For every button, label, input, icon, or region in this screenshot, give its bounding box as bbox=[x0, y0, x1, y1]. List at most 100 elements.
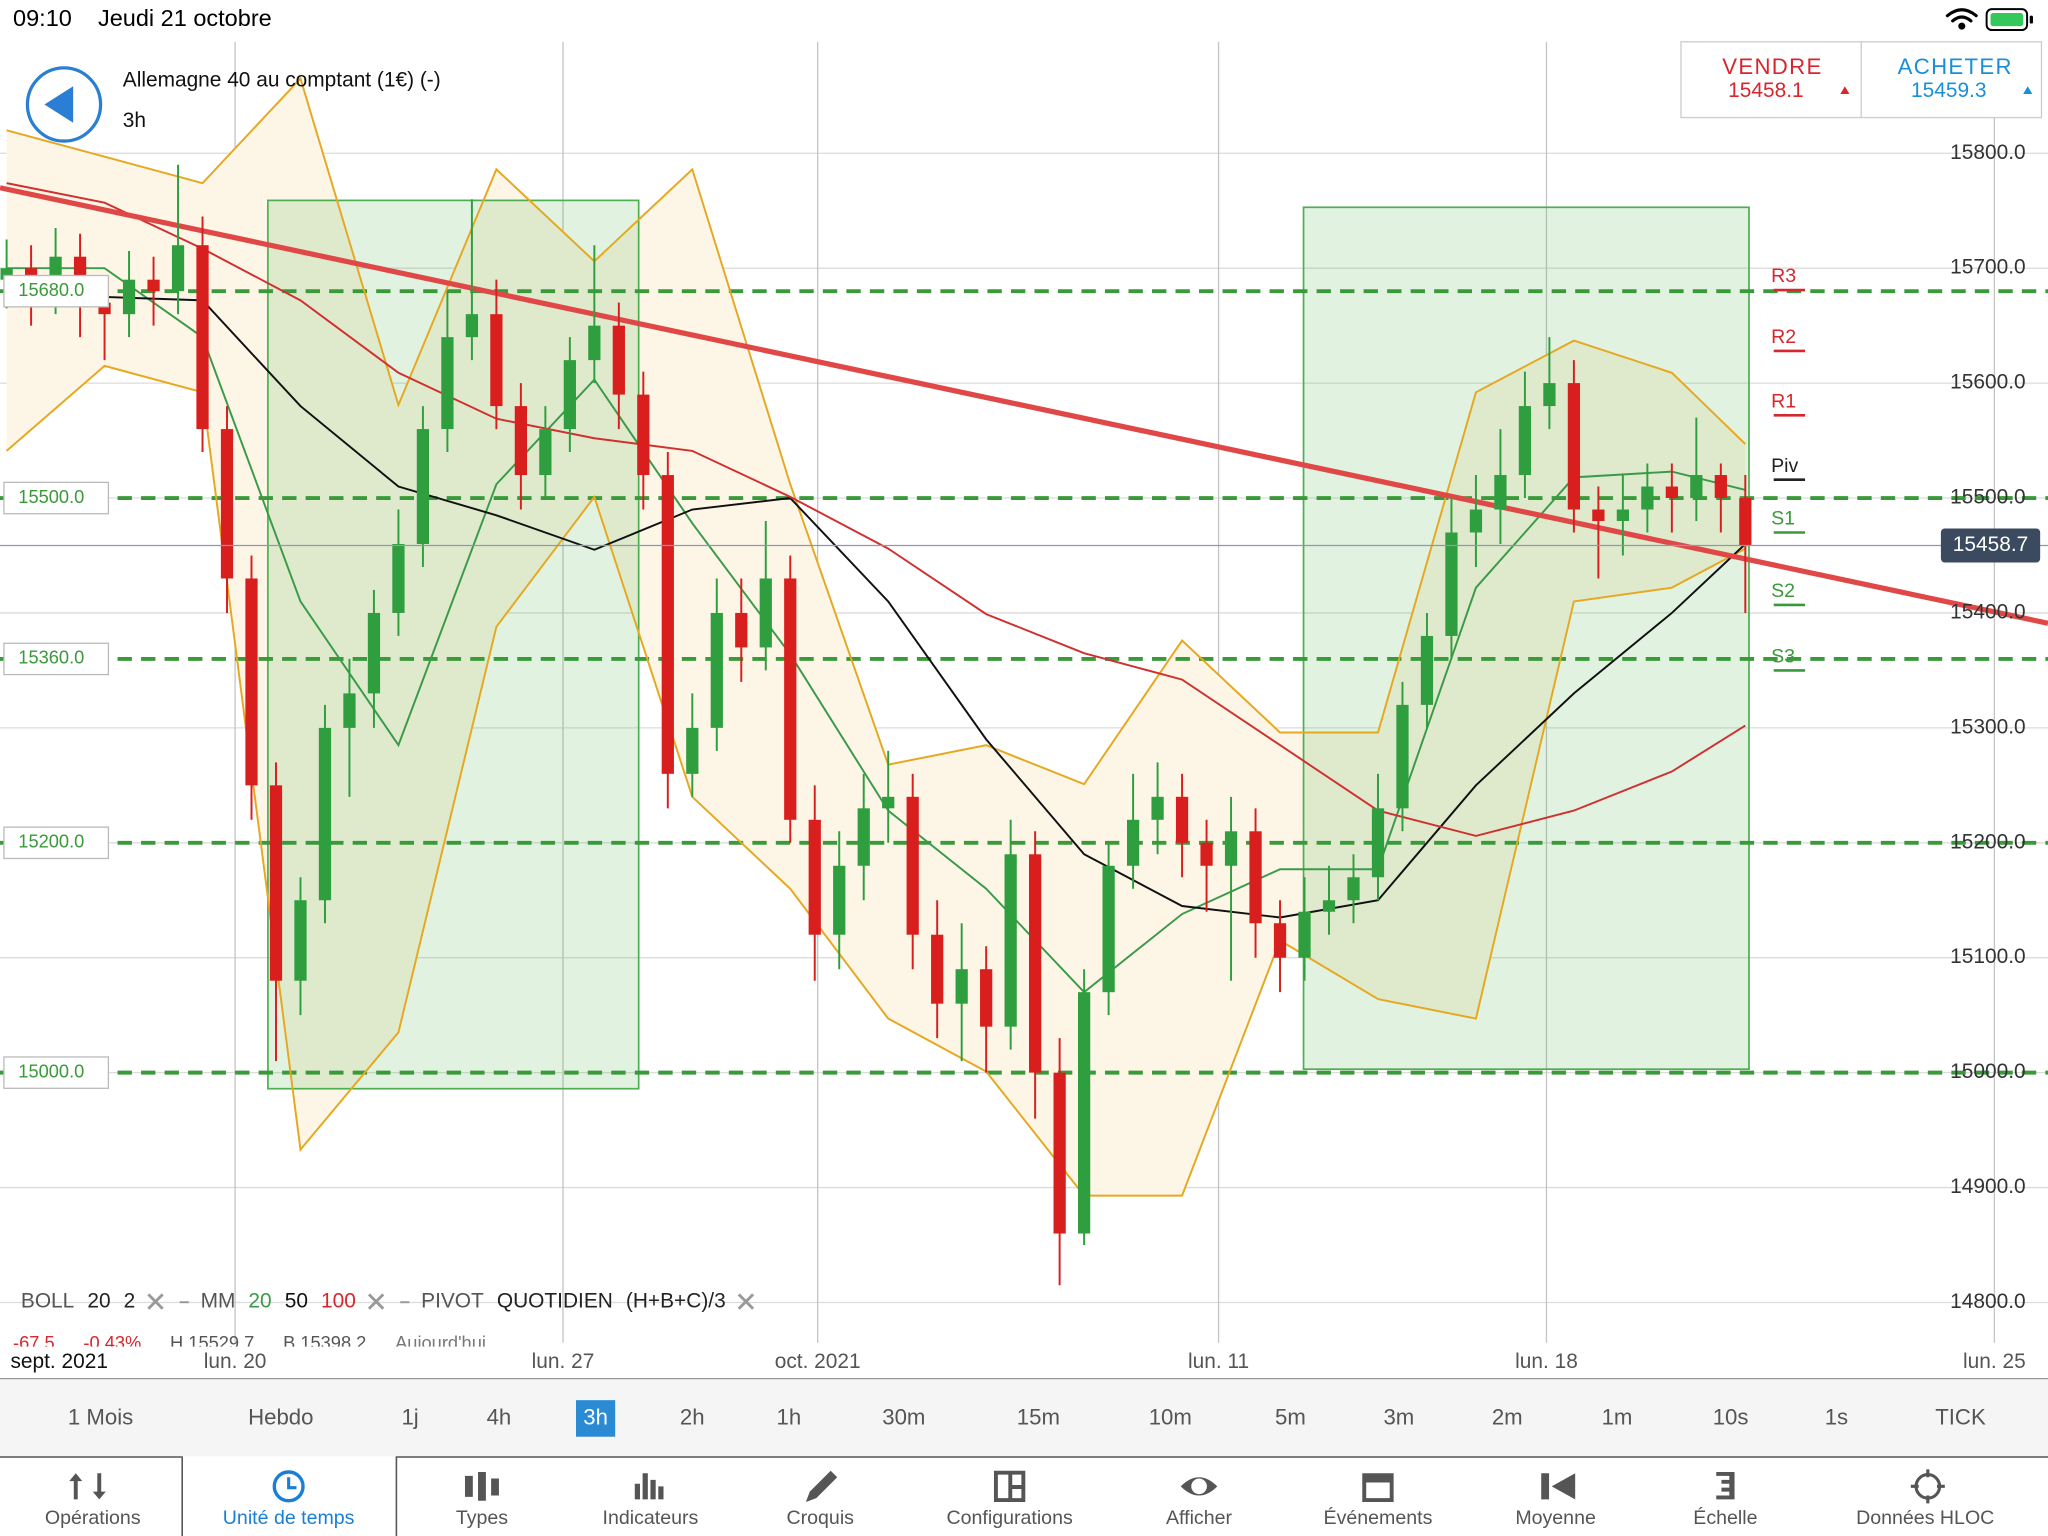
buy-label[interactable]: ACHETER bbox=[1898, 54, 2013, 79]
candle-body bbox=[416, 429, 430, 544]
candle-body bbox=[98, 302, 111, 315]
timeframe-option[interactable]: 10s bbox=[1713, 1404, 1749, 1429]
status-time: 09:10 bbox=[13, 5, 72, 31]
y-tick-label: 15600.0 bbox=[1950, 371, 2025, 394]
x-start-label: sept. 2021 bbox=[10, 1350, 108, 1373]
candle-body bbox=[882, 796, 895, 809]
pivot-label: R2 bbox=[1771, 326, 1796, 348]
candle-body bbox=[269, 785, 283, 981]
toolbar-button[interactable]: Types bbox=[456, 1507, 508, 1529]
candle-body bbox=[1151, 796, 1164, 820]
status-date: Jeudi 21 octobre bbox=[98, 5, 272, 31]
timeframe-option[interactable]: 1s bbox=[1825, 1404, 1848, 1429]
toolbar-button[interactable]: Unité de temps bbox=[223, 1507, 355, 1529]
toolbar-button[interactable]: Événements bbox=[1324, 1506, 1433, 1529]
sell-price[interactable]: 15458.1 bbox=[1728, 79, 1803, 102]
level-label: 15000.0 bbox=[18, 1060, 84, 1081]
y-tick-label: 14900.0 bbox=[1950, 1175, 2025, 1198]
battery-icon bbox=[1985, 8, 2033, 32]
toolbar-button[interactable]: Opérations bbox=[45, 1507, 141, 1529]
candle-body bbox=[1200, 842, 1213, 866]
candle-body bbox=[122, 279, 136, 315]
candle-body bbox=[1714, 475, 1727, 499]
trendline bbox=[0, 185, 2048, 626]
candle-body bbox=[1396, 704, 1409, 809]
timeframe-option[interactable]: 2h bbox=[680, 1404, 705, 1429]
legend-text: 2 bbox=[124, 1290, 136, 1313]
candle-body bbox=[1469, 509, 1483, 533]
candle-body bbox=[808, 819, 821, 935]
x-tick-label: lun. 20 bbox=[204, 1350, 267, 1373]
timeframe-option[interactable]: 10m bbox=[1149, 1404, 1192, 1429]
level-label-box bbox=[3, 1056, 110, 1089]
toolbar-button[interactable]: Échelle bbox=[1693, 1506, 1757, 1529]
icon-sketch bbox=[805, 1470, 838, 1503]
candle-body bbox=[0, 268, 13, 280]
y-tick-label: 15800.0 bbox=[1950, 141, 2025, 164]
timeframe-selected[interactable] bbox=[576, 1400, 616, 1437]
legend-text: 20 bbox=[87, 1290, 110, 1313]
zone bbox=[267, 199, 640, 1090]
sell-label[interactable]: VENDRE bbox=[1722, 54, 1822, 79]
toolbar-button[interactable]: Configurations bbox=[947, 1507, 1073, 1529]
icon-scale bbox=[1716, 1472, 1735, 1500]
candle-body bbox=[612, 325, 625, 395]
timeframe-option[interactable]: Hebdo bbox=[248, 1404, 313, 1429]
timeframe-option[interactable]: 1h bbox=[777, 1404, 802, 1429]
legend-text: 100 bbox=[321, 1290, 356, 1313]
instrument-title: Allemagne 40 au comptant (1€) (-) bbox=[123, 68, 441, 91]
toolbar-button[interactable]: Moyenne bbox=[1515, 1507, 1596, 1529]
candle-body bbox=[294, 900, 307, 981]
buy-button[interactable]: ACHETER 15459.3 bbox=[1898, 54, 2033, 102]
candle-body bbox=[1690, 475, 1703, 499]
toolbar-button[interactable]: Croquis bbox=[787, 1507, 855, 1529]
timeframe-option[interactable]: 3h bbox=[583, 1404, 608, 1429]
buy-price[interactable]: 15459.3 bbox=[1911, 79, 1986, 102]
icon-operations bbox=[69, 1473, 106, 1500]
timeframe-option[interactable]: 1j bbox=[401, 1404, 418, 1429]
y-tick-label: 14800.0 bbox=[1950, 1290, 2025, 1313]
sell-button[interactable]: VENDRE 15458.1 bbox=[1722, 54, 1850, 102]
candle-body bbox=[245, 578, 258, 786]
level-label: 15200.0 bbox=[18, 831, 84, 852]
icon-indicators bbox=[634, 1473, 664, 1500]
last-price-tag bbox=[1940, 528, 2041, 563]
timeframe-option[interactable]: 2m bbox=[1492, 1404, 1523, 1429]
toolbar-icons bbox=[69, 1469, 1945, 1504]
candle-body bbox=[441, 337, 454, 430]
candle-body bbox=[367, 612, 381, 694]
candle-body bbox=[1029, 854, 1042, 1073]
timeframe-option[interactable]: 1 Mois bbox=[68, 1404, 133, 1429]
candle-body bbox=[1592, 509, 1605, 522]
candle-body bbox=[1347, 877, 1360, 901]
toolbar-button[interactable]: Données HLOC bbox=[1856, 1507, 1994, 1529]
toolbar-button[interactable]: Indicateurs bbox=[603, 1507, 699, 1529]
timeframe-option[interactable]: 15m bbox=[1017, 1404, 1060, 1429]
candle-body bbox=[1445, 532, 1458, 636]
toolbar-button[interactable]: Afficher bbox=[1166, 1507, 1232, 1529]
candle-body bbox=[1518, 406, 1532, 476]
pivot-label: S3 bbox=[1771, 646, 1795, 668]
candle-body bbox=[1567, 383, 1581, 510]
timeframe-option[interactable]: 3m bbox=[1383, 1404, 1414, 1429]
level-label-box bbox=[3, 642, 110, 676]
timeframe-option[interactable]: 1m bbox=[1602, 1404, 1633, 1429]
timeframe-option[interactable]: TICK bbox=[1935, 1404, 1986, 1429]
candle-body bbox=[1665, 486, 1678, 499]
back-button[interactable] bbox=[25, 66, 103, 143]
timeframe-option[interactable]: 30m bbox=[882, 1404, 925, 1429]
timeframe-option[interactable]: 4h bbox=[487, 1404, 512, 1429]
legend-remove[interactable] bbox=[737, 1293, 755, 1310]
x-tick-label: lun. 11 bbox=[1188, 1350, 1249, 1373]
timeframe-option[interactable]: 5m bbox=[1275, 1404, 1306, 1429]
plot-area bbox=[0, 41, 2048, 1343]
x-tick-label: lun. 27 bbox=[532, 1350, 595, 1373]
candle-body bbox=[906, 796, 919, 935]
legend-remove[interactable] bbox=[367, 1293, 385, 1310]
pivot-label: R1 bbox=[1771, 390, 1796, 412]
back-arrow[interactable] bbox=[44, 86, 74, 123]
last-price-label: 15458.7 bbox=[1953, 533, 2028, 556]
y-tick-label: 15700.0 bbox=[1950, 256, 2025, 279]
legend-remove[interactable] bbox=[147, 1293, 164, 1310]
icon-events bbox=[1362, 1473, 1394, 1503]
